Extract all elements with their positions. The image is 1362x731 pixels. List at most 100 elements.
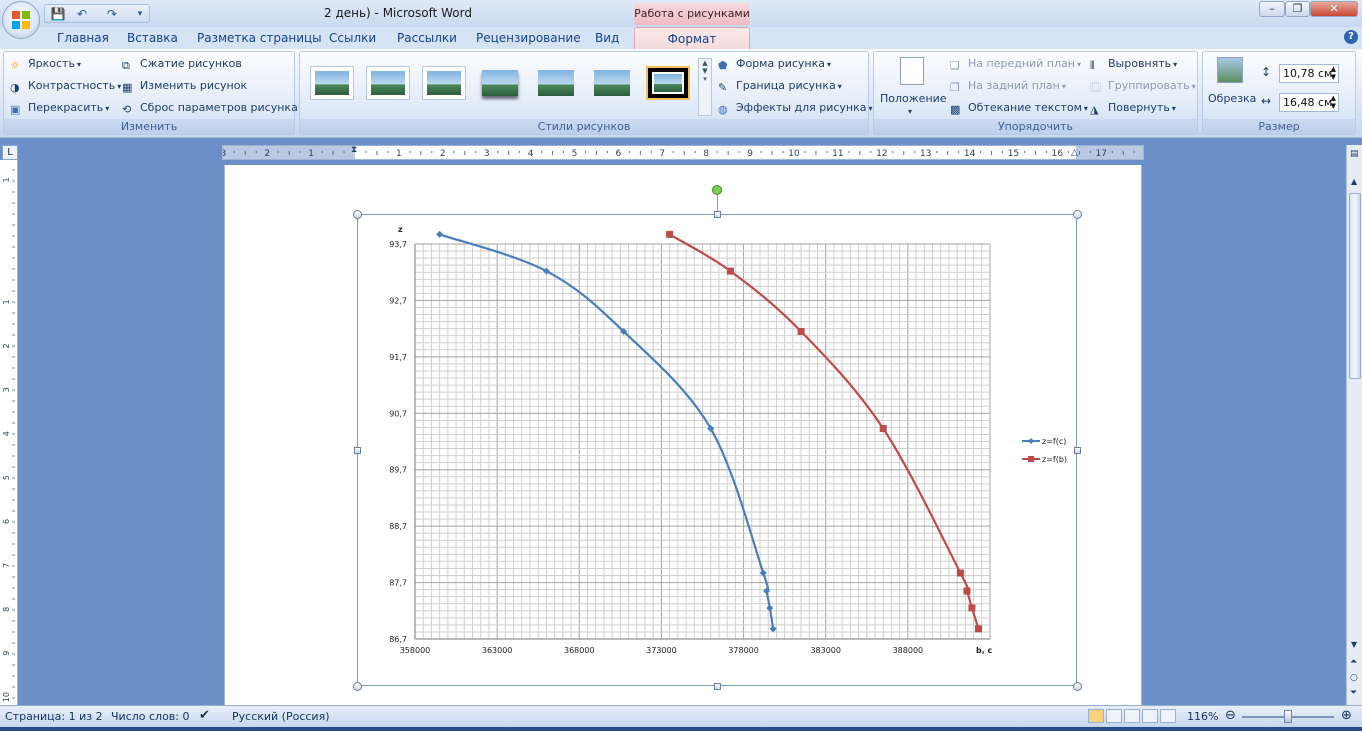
style-thumb-6[interactable] <box>590 66 634 100</box>
tab-view[interactable]: Вид <box>595 31 620 45</box>
zoom-out-icon[interactable]: ⊖ <box>1225 708 1236 723</box>
ruler-label: 2 <box>264 149 270 159</box>
rotation-handle[interactable] <box>712 185 722 195</box>
tab-mailings[interactable]: Рассылки <box>397 31 457 45</box>
effects-icon: ◍ <box>718 103 728 116</box>
browse-object-icon[interactable]: ○ <box>1350 673 1358 683</box>
scroll-up-icon[interactable]: ▲ <box>1351 177 1358 186</box>
align-icon: ⫴ <box>1090 59 1095 72</box>
maximize-button[interactable]: ❐ <box>1285 1 1310 17</box>
picture-shape-button[interactable]: ⬟ Форма рисунка ▾ <box>718 57 831 72</box>
change-picture-button[interactable]: ▦ Изменить рисунок <box>122 79 248 94</box>
help-icon[interactable]: ? <box>1344 30 1358 44</box>
x-axis-label: b, c <box>976 646 993 655</box>
scroll-down-icon[interactable]: ▼ <box>1351 640 1358 649</box>
tab-selector[interactable]: L <box>2 145 18 160</box>
close-button[interactable]: ✕ <box>1310 1 1358 17</box>
legend-label: z=f(c) <box>1042 437 1066 446</box>
style-thumb-3[interactable] <box>422 66 466 100</box>
text-wrap-button[interactable]: ▩ Обтекание текстом ▾ <box>950 101 1088 116</box>
crop-button[interactable]: Обрезка <box>1208 92 1257 105</box>
tab-home[interactable]: Главная <box>57 31 109 45</box>
ruler-label: 14 <box>964 149 976 159</box>
width-input[interactable]: 16,48 см ▲ ▼ <box>1279 93 1339 112</box>
reset-picture-button[interactable]: ⟲ Сброс параметров рисунка <box>122 101 298 116</box>
ribbon: ☼ Яркость ▾ ◑ Контрастность ▾ ▣ Перекрасить ▾ … <box>0 49 1362 138</box>
tab-references[interactable]: Ссылки <box>329 31 377 45</box>
rotate-button[interactable]: ◮ Повернуть ▾ <box>1090 101 1176 116</box>
view-full-screen-icon[interactable] <box>1106 709 1122 723</box>
page-count[interactable]: Страница: 1 из 2 <box>5 710 103 723</box>
right-indent-icon[interactable]: △ <box>1071 148 1078 158</box>
contrast-button[interactable]: ◑ Контрастность ▾ <box>10 79 122 94</box>
view-outline-icon[interactable] <box>1142 709 1158 723</box>
position-button[interactable]: Положение <box>880 92 947 105</box>
language[interactable]: Русский (Россия) <box>232 710 330 723</box>
style-thumb-5[interactable] <box>534 66 578 100</box>
recolor-button[interactable]: ▣ Перекрасить ▾ <box>10 101 110 116</box>
style-thumb-1[interactable] <box>310 66 354 100</box>
undo-icon[interactable]: ↶ <box>76 7 88 21</box>
gallery-scroll[interactable]: ▲ ▼ ▾ <box>698 58 712 116</box>
document-page[interactable] <box>224 165 1142 705</box>
chevron-down-icon: ▼ <box>702 67 708 75</box>
zoom-in-icon[interactable]: ⊕ <box>1341 708 1352 723</box>
picture-border-button[interactable]: ✎ Граница рисунка ▾ <box>718 79 842 94</box>
resize-handle-sw[interactable] <box>353 682 362 691</box>
prev-page-icon[interactable]: ⏶ <box>1350 657 1358 667</box>
x-tick-label: 373000 <box>646 646 677 655</box>
resize-handle-ne[interactable] <box>1073 210 1082 219</box>
view-web-layout-icon[interactable] <box>1124 709 1140 723</box>
save-icon[interactable]: 💾 <box>50 7 66 21</box>
bring-to-front-button[interactable]: ❏ На передний план ▾ <box>950 57 1081 72</box>
style-thumb-4[interactable] <box>478 66 522 100</box>
view-print-layout-icon[interactable] <box>1088 709 1104 723</box>
zoom-level[interactable]: 116% <box>1187 710 1219 723</box>
vertical-scrollbar[interactable]: ▤ ▲ ▼ ⏶ ○ ⏷ <box>1346 145 1362 705</box>
ruler-label: 10 <box>2 692 11 702</box>
data-point <box>436 230 444 238</box>
data-point <box>759 569 767 577</box>
tab-insert[interactable]: Вставка <box>127 31 178 45</box>
ruler-toggle-icon[interactable]: ▤ <box>1350 149 1359 159</box>
style-thumb-7[interactable] <box>646 66 690 100</box>
horizontal-ruler[interactable]: 3 2 1 1 2 3 4 5 6 7 8 9 10 11 12 13 14 15 16 17 ⧗ △ <box>222 145 1144 160</box>
group-button[interactable]: ⿴ Группировать ▾ <box>1090 79 1196 94</box>
compress-pictures-button[interactable]: ⧉ Сжатие рисунков <box>122 57 242 72</box>
ruler-label: 9 <box>747 149 753 159</box>
zoom-slider-thumb[interactable] <box>1284 710 1292 723</box>
customize-qat-icon[interactable]: ▾ <box>137 9 143 19</box>
view-draft-icon[interactable] <box>1160 709 1176 723</box>
redo-icon[interactable]: ↷ <box>106 7 118 21</box>
align-button[interactable]: ⫴ Выровнять ▾ <box>1090 57 1178 72</box>
minimize-button[interactable]: – <box>1259 1 1285 17</box>
resize-handle-e[interactable] <box>1074 447 1081 454</box>
word-count[interactable]: Число слов: 0 <box>111 710 190 723</box>
tab-page-layout[interactable]: Разметка страницы <box>197 31 322 45</box>
proofing-icon[interactable]: ✔ <box>199 708 210 723</box>
tab-format[interactable]: Формат <box>634 27 750 49</box>
taskbar <box>0 727 1362 731</box>
next-page-icon[interactable]: ⏷ <box>1350 688 1358 698</box>
tab-review[interactable]: Рецензирование <box>476 31 581 45</box>
y-tick-label: 90,7 <box>389 409 407 418</box>
data-point <box>968 604 976 612</box>
recolor-icon: ▣ <box>10 103 21 116</box>
picture-frame[interactable]: 93,7 92,7 91,7 90,7 89,7 88,7 87,7 86,7 358000 36… <box>357 214 1077 686</box>
picture-effects-button[interactable]: ◍ Эффекты для рисунка ▾ <box>718 101 873 116</box>
ribbon-tabs: Главная Вставка Разметка страницы Ссылки… <box>0 27 1362 49</box>
resize-handle-nw[interactable] <box>353 210 362 219</box>
resize-handle-s[interactable] <box>714 683 721 690</box>
resize-handle-w[interactable] <box>354 447 361 454</box>
y-tick-label: 93,7 <box>389 240 407 249</box>
resize-handle-se[interactable] <box>1073 682 1082 691</box>
height-input[interactable]: 10,78 см ▲ ▼ <box>1279 64 1339 83</box>
office-button[interactable] <box>2 1 40 39</box>
brightness-button[interactable]: ☼ Яркость ▾ <box>10 57 81 72</box>
resize-handle-n[interactable] <box>714 211 721 218</box>
send-to-back-button[interactable]: ❐ На задний план ▾ <box>950 79 1066 94</box>
style-thumb-2[interactable] <box>366 66 410 100</box>
indent-marker-icon[interactable]: ⧗ <box>351 145 358 155</box>
scroll-thumb[interactable] <box>1349 193 1361 379</box>
